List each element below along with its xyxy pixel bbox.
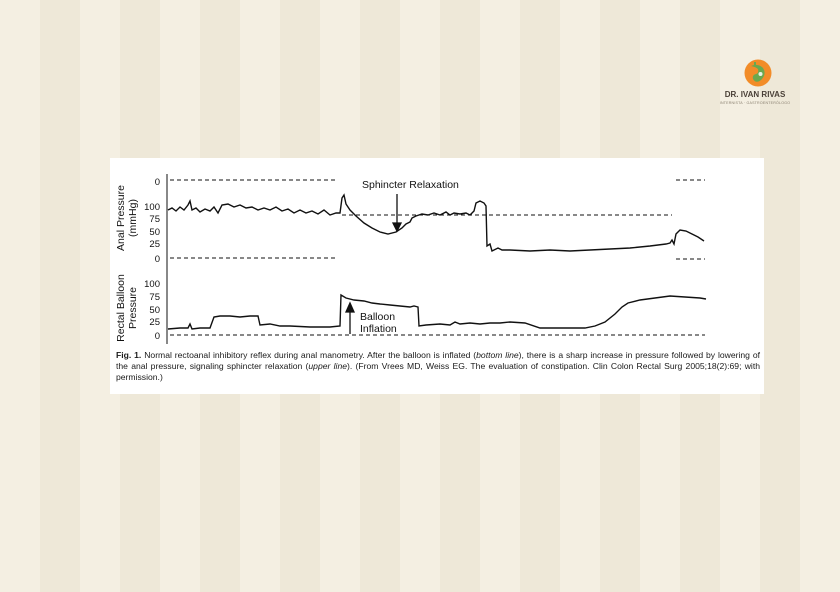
sphincter-arrow-head	[391, 222, 403, 233]
panel1-ylabel-line2: (mmHg)	[127, 199, 139, 237]
brand-tagline: INTERNISTA · GASTROENTERÓLOGO	[719, 101, 791, 105]
balloon-arrow-head	[344, 301, 356, 313]
panel1-tick: 0	[155, 177, 160, 188]
manometry-plot: Anal Pressure (mmHg) Rectal Balloon Pres…	[115, 174, 707, 344]
caption-text: ). (From Vrees MD, Weiss EG. The evaluat…	[116, 361, 760, 383]
brand-name: DR. IVAN RIVAS	[724, 90, 786, 99]
caption-text: ), there is a sharp increase in pressure…	[116, 350, 760, 372]
figure-caption: Fig. 1. Normal rectoanal inhibitory refl…	[116, 350, 760, 384]
anal-pressure-trace	[167, 193, 705, 253]
panel2-tick: 75	[149, 292, 160, 303]
panel1-tick: 0	[155, 254, 160, 265]
caption-emphasis: bottom line	[476, 350, 519, 360]
caption-label: Fig. 1.	[116, 350, 142, 360]
sphincter-relaxation-label: Sphincter Relaxation	[362, 179, 459, 191]
panel1-tick: 50	[149, 227, 160, 238]
balloon-label-line1: Balloon	[360, 311, 395, 323]
stomach-logo-icon	[744, 59, 772, 87]
panel2-ylabel-line1: Rectal Balloon	[115, 274, 127, 342]
figure: Anal Pressure (mmHg) Rectal Balloon Pres…	[110, 158, 764, 394]
rectal-balloon-trace	[167, 293, 707, 330]
panel2-tick: 100	[144, 279, 160, 290]
panel2-tick: 0	[155, 331, 160, 342]
panel1-ylabel-line1: Anal Pressure	[115, 185, 127, 251]
panel2-tick: 25	[149, 317, 160, 328]
panel2-ylabel-line2: Pressure	[127, 287, 139, 329]
panel1-tick: 25	[149, 239, 160, 250]
caption-emphasis: upper line	[308, 361, 348, 372]
balloon-label-line2: Inflation	[360, 323, 397, 335]
panel1-tick: 100	[144, 202, 160, 213]
caption-text: Normal rectoanal inhibitory reflex durin…	[141, 350, 477, 360]
brand-logo: DR. IVAN RIVAS INTERNISTA · GASTROENTERÓ…	[705, 58, 805, 114]
panel2-tick: 50	[149, 305, 160, 316]
panel1-tick: 75	[149, 214, 160, 225]
